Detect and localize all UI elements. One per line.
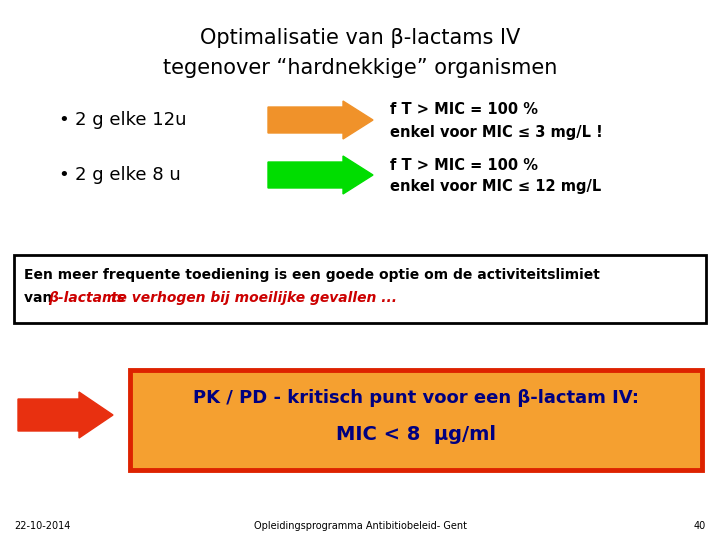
- Text: Een meer frequente toediening is een goede optie om de activiteitslimiet: Een meer frequente toediening is een goe…: [24, 268, 600, 282]
- Text: 22-10-2014: 22-10-2014: [14, 521, 71, 531]
- Text: Optimalisatie van β-lactams IV: Optimalisatie van β-lactams IV: [200, 28, 520, 48]
- Text: 40: 40: [694, 521, 706, 531]
- FancyArrow shape: [18, 392, 113, 438]
- Text: 2 g elke 12u: 2 g elke 12u: [75, 111, 186, 129]
- FancyArrow shape: [268, 156, 373, 194]
- Text: 2 g elke 8 u: 2 g elke 8 u: [75, 166, 181, 184]
- Text: tegenover “hardnekkige” organismen: tegenover “hardnekkige” organismen: [163, 58, 557, 78]
- FancyArrow shape: [268, 101, 373, 139]
- Text: •: •: [58, 111, 68, 129]
- Text: PK / PD - kritisch punt voor een β-lactam IV:: PK / PD - kritisch punt voor een β-lacta…: [193, 389, 639, 407]
- FancyBboxPatch shape: [14, 255, 706, 323]
- Text: MIC < 8  μg/ml: MIC < 8 μg/ml: [336, 426, 496, 444]
- Text: Opleidingsprogramma Antibitiobeleid- Gent: Opleidingsprogramma Antibitiobeleid- Gen…: [253, 521, 467, 531]
- FancyBboxPatch shape: [130, 370, 702, 470]
- Text: te verhogen bij moeilijke gevallen ...: te verhogen bij moeilijke gevallen ...: [106, 291, 397, 305]
- Text: enkel voor MIC ≤ 3 mg/L !: enkel voor MIC ≤ 3 mg/L !: [390, 125, 603, 139]
- Text: f T > MIC = 100 %: f T > MIC = 100 %: [390, 158, 538, 172]
- Text: β-lactams: β-lactams: [48, 291, 125, 305]
- Text: •: •: [58, 166, 68, 184]
- Text: van: van: [24, 291, 58, 305]
- Text: f T > MIC = 100 %: f T > MIC = 100 %: [390, 103, 538, 118]
- Text: enkel voor MIC ≤ 12 mg/L: enkel voor MIC ≤ 12 mg/L: [390, 179, 601, 194]
